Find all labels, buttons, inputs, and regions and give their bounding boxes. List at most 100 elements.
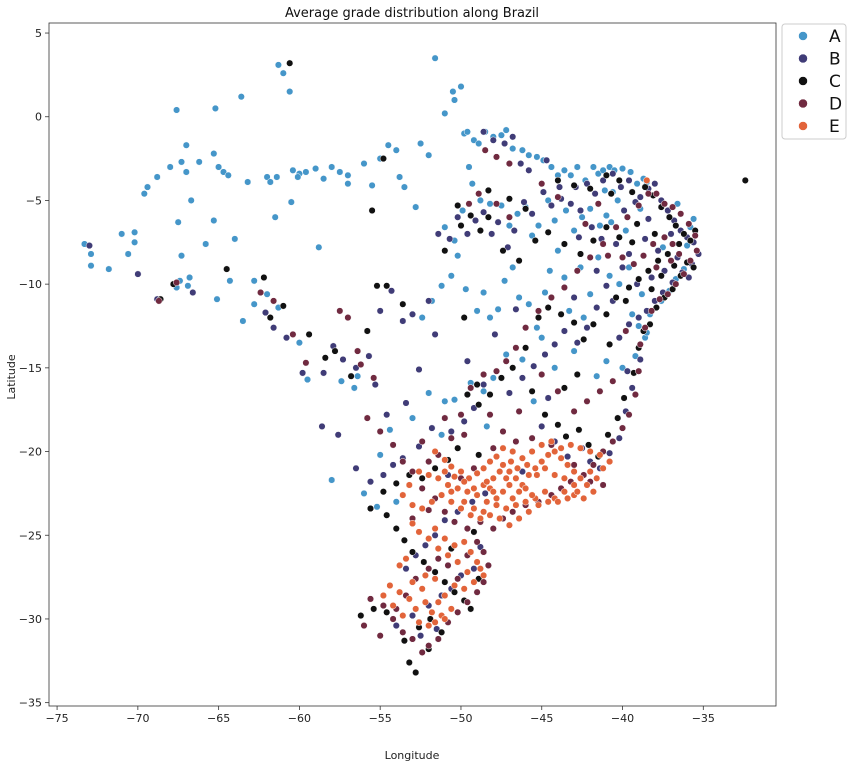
point-e-8 (486, 458, 494, 466)
point-a-38 (302, 168, 310, 176)
point-c-86 (438, 628, 446, 636)
point-b-66 (560, 327, 568, 335)
point-e-41 (425, 471, 433, 479)
point-c-83 (405, 658, 413, 667)
point-e-72 (547, 437, 555, 446)
point-a-196 (483, 422, 491, 430)
point-c-98 (620, 394, 628, 402)
point-a-18 (195, 158, 203, 166)
point-e-131 (421, 598, 429, 606)
point-d-16 (418, 484, 426, 492)
y-tick-label: −10 (19, 278, 42, 291)
point-c-63 (392, 479, 400, 487)
point-e-95 (523, 461, 531, 469)
point-c-105 (669, 285, 677, 293)
point-b-152 (544, 394, 552, 402)
point-a-159 (441, 397, 449, 405)
point-c-32 (665, 213, 673, 221)
point-e-50 (457, 504, 465, 513)
point-e-74 (528, 447, 536, 456)
point-a-94 (551, 216, 559, 225)
point-b-29 (528, 210, 536, 218)
point-a-54 (449, 88, 457, 96)
point-d-42 (425, 565, 433, 573)
point-e-18 (551, 447, 559, 456)
point-e-125 (450, 581, 459, 590)
point-c-116 (560, 240, 568, 248)
point-d-57 (589, 461, 597, 469)
point-d-31 (418, 648, 426, 656)
point-e-40 (434, 474, 442, 482)
x-tick-label: −60 (288, 712, 311, 725)
point-a-111 (462, 285, 470, 293)
point-e-100 (570, 481, 578, 489)
point-c-20 (484, 186, 492, 194)
point-d-11 (363, 414, 371, 422)
point-a-4 (118, 230, 126, 238)
point-c-10 (347, 372, 355, 380)
point-c-51 (522, 344, 530, 352)
point-c-127 (633, 220, 641, 228)
point-a-114 (486, 314, 494, 322)
point-a-12 (166, 163, 174, 171)
point-d-102 (470, 464, 478, 472)
point-b-87 (538, 422, 546, 430)
point-e-97 (541, 464, 549, 472)
point-c-66 (383, 511, 391, 519)
point-d-95 (457, 411, 465, 419)
point-a-188 (396, 173, 404, 181)
point-d-118 (594, 200, 602, 208)
point-b-73 (470, 404, 478, 412)
point-c-56 (463, 391, 471, 399)
point-e-132 (412, 605, 420, 613)
point-c-79 (400, 637, 408, 645)
point-a-110 (454, 252, 462, 260)
point-a-172 (250, 300, 258, 308)
point-a-118 (515, 293, 523, 302)
point-b-83 (334, 431, 342, 439)
point-b-17 (425, 297, 433, 305)
point-a-64 (502, 126, 510, 134)
point-a-169 (295, 339, 303, 347)
point-a-48 (392, 146, 400, 154)
point-a-3 (105, 265, 113, 273)
point-e-90 (496, 468, 504, 476)
point-c-41 (635, 275, 643, 283)
point-c-130 (622, 297, 630, 305)
point-e-62 (573, 488, 581, 496)
point-b-77 (415, 442, 423, 451)
point-e-106 (470, 504, 478, 513)
point-a-27 (237, 93, 245, 101)
point-c-25 (586, 185, 594, 193)
point-b-68 (541, 350, 549, 359)
point-c-93 (575, 426, 583, 434)
point-d-141 (425, 506, 433, 514)
point-e-31 (522, 498, 530, 506)
point-a-51 (425, 151, 433, 159)
point-d-125 (669, 240, 677, 248)
point-c-82 (357, 612, 365, 620)
point-e-35 (483, 498, 491, 506)
point-c-50 (534, 314, 543, 322)
point-d-72 (693, 247, 701, 255)
x-tick-label: −45 (530, 712, 553, 725)
point-e-12 (512, 474, 520, 482)
point-c-24 (570, 181, 578, 189)
point-d-1 (173, 278, 181, 287)
point-a-58 (463, 128, 471, 136)
point-d-119 (604, 252, 612, 260)
point-b-33 (567, 200, 575, 208)
point-a-194 (392, 498, 400, 506)
point-a-124 (560, 273, 568, 282)
point-a-95 (544, 196, 552, 204)
point-c-21 (505, 195, 513, 203)
point-b-18 (434, 230, 442, 238)
point-d-83 (599, 240, 607, 248)
point-a-16 (182, 168, 190, 176)
point-b-122 (525, 166, 533, 174)
point-d-43 (434, 555, 442, 563)
point-d-10 (344, 314, 352, 322)
plot-area (48, 22, 777, 707)
point-c-70 (420, 558, 428, 566)
point-e-146 (431, 575, 439, 583)
